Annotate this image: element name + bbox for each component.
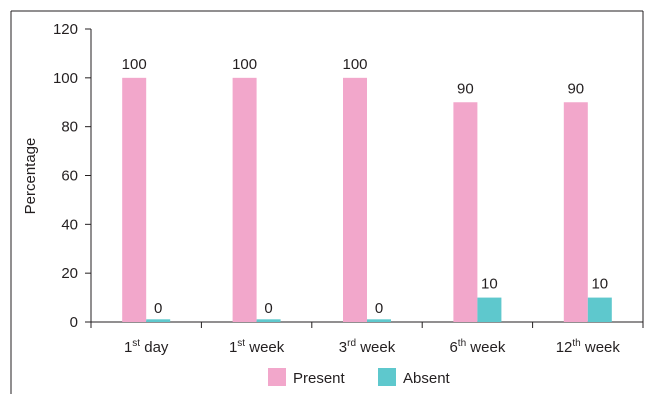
present-value-label: 100 — [342, 56, 367, 73]
absent-bar — [146, 319, 171, 322]
present-bar — [563, 102, 588, 322]
legend-swatch-absent — [378, 368, 396, 386]
absent-value-label: 0 — [154, 300, 162, 317]
x-category-label: 12th week — [556, 338, 621, 356]
x-category-label: 1st day — [124, 338, 169, 356]
absent-value-label: 10 — [591, 276, 608, 293]
absent-value-label: 0 — [264, 300, 272, 317]
absent-value-label: 0 — [375, 300, 383, 317]
present-bar — [232, 77, 257, 322]
present-value-label: 100 — [232, 56, 257, 73]
x-category-label: 6th week — [449, 338, 505, 356]
y-tick-label: 100 — [53, 70, 78, 87]
y-tick-label: 80 — [61, 119, 78, 136]
present-bar — [453, 102, 478, 322]
y-axis-title: Percentage — [22, 138, 39, 215]
absent-value-label: 10 — [481, 276, 498, 293]
absent-bar — [367, 319, 391, 322]
legend-swatch-present — [268, 368, 286, 386]
legend-label-absent: Absent — [403, 370, 451, 387]
y-tick-label: 20 — [61, 265, 78, 282]
x-category-label: 1st week — [229, 338, 285, 356]
x-category-label: 3rd week — [339, 338, 396, 356]
absent-bar — [256, 319, 281, 322]
present-value-label: 100 — [122, 56, 147, 73]
present-value-label: 90 — [567, 80, 584, 97]
y-tick-label: 120 — [53, 21, 78, 38]
bars — [122, 77, 612, 322]
present-bar — [122, 77, 147, 322]
legend-label-present: Present — [293, 370, 346, 387]
present-bar — [343, 77, 367, 322]
absent-bar — [587, 297, 612, 322]
y-tick-label: 0 — [70, 314, 78, 331]
absent-bar — [477, 297, 502, 322]
y-tick-label: 40 — [61, 216, 78, 233]
legend: Present Absent — [268, 368, 451, 387]
y-tick-label: 60 — [61, 168, 78, 185]
labels: 100 100 100 90 90 0 0 0 10 10 — [122, 56, 608, 317]
present-value-label: 90 — [457, 80, 474, 97]
